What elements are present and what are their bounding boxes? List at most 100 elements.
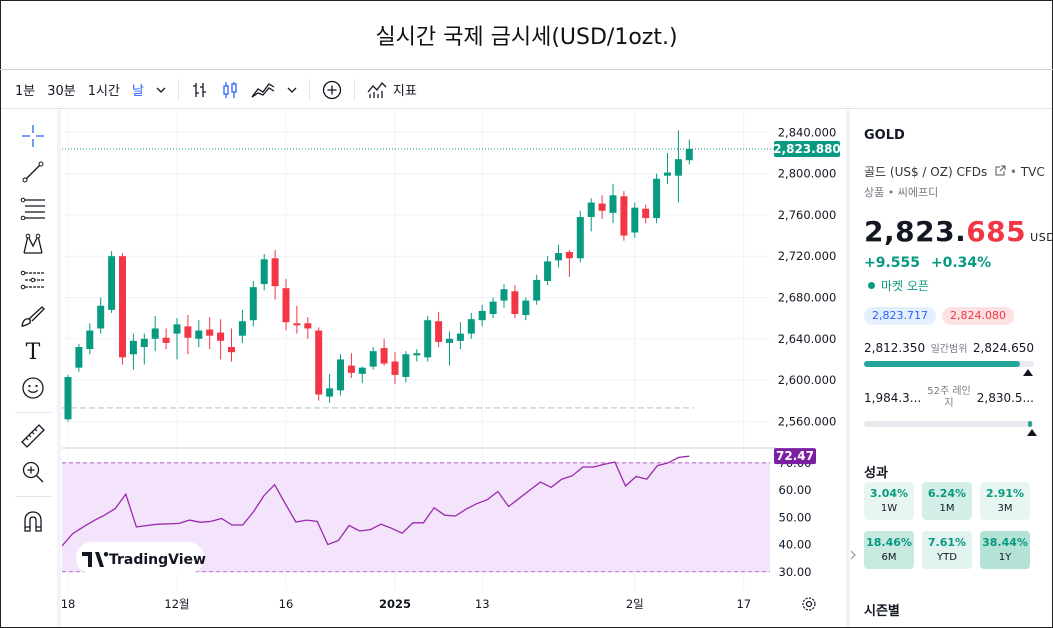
candle-body [587, 202, 595, 217]
crosshair-tool[interactable] [19, 122, 47, 150]
candle-body [206, 329, 214, 336]
performance-cell-3m[interactable]: 2.91% 3M [980, 482, 1030, 520]
area-chart-type-button[interactable] [245, 71, 281, 109]
day-range-row: 2,812.350 일간범위 2,824.650 [864, 340, 1034, 356]
candle [119, 253, 126, 365]
performance-cell-1y[interactable]: 38.44% 1Y [980, 531, 1030, 569]
candle [544, 256, 552, 286]
candle-body [598, 203, 606, 211]
performance-cell-1m[interactable]: 6.24% 1M [922, 482, 972, 520]
candle [140, 333, 148, 365]
candle-body [140, 338, 148, 348]
performance-cell-1w[interactable]: 3.04% 1W [864, 482, 914, 520]
trend-line-icon [22, 161, 44, 183]
fib-lines-tool[interactable] [19, 194, 47, 222]
candle-body [555, 253, 562, 261]
candle-body [369, 351, 377, 367]
candle [249, 280, 257, 327]
rsi-axis-tick: 60.00 [779, 483, 812, 497]
panel-collapse-handle[interactable] [850, 540, 856, 570]
trend-line-tool[interactable] [19, 158, 47, 186]
compare-symbol-button[interactable] [316, 71, 348, 109]
day-range-marker-icon [1023, 369, 1034, 376]
candle [674, 130, 682, 203]
chart-area[interactable]: 2,840.000 2,800.000 2,760.000 2,720.000 2,68… [61, 110, 846, 627]
candle [555, 244, 562, 268]
price-axis-tick: 2,840.000 [778, 125, 837, 139]
emoji-tool[interactable] [19, 374, 47, 402]
candle [238, 309, 246, 343]
week52-range-label: 52주 레인지 [927, 386, 971, 409]
price-change: +9.555 +0.34% [864, 255, 991, 271]
candle-body [195, 330, 203, 339]
pattern-tool[interactable] [19, 230, 47, 258]
time-axis-tick: 17 [736, 597, 751, 611]
toolbar-divider [177, 78, 179, 101]
candle [108, 251, 116, 313]
candle-body [129, 340, 137, 355]
change-percent: +0.34% [930, 255, 992, 271]
candle-body [217, 332, 225, 341]
candle [522, 297, 530, 321]
market-open-dot-icon [868, 282, 875, 289]
rsi-value-tag-bg [774, 448, 816, 465]
candle [565, 250, 573, 277]
brush-tool[interactable] [19, 302, 47, 330]
candle-body [293, 323, 301, 326]
toolbar-divider [15, 412, 51, 413]
external-link-icon[interactable] [994, 165, 1006, 177]
candle-body [119, 256, 126, 358]
interval-30m[interactable]: 30분 [47, 84, 76, 99]
zoom-tool[interactable] [19, 458, 47, 486]
indicators-button[interactable]: 지표 [361, 71, 423, 109]
interval-day[interactable]: 날 [131, 84, 144, 99]
ruler-tool[interactable] [19, 422, 47, 450]
performance-value: 7.61% [927, 536, 967, 549]
candle [326, 373, 334, 403]
projection-tool[interactable] [19, 266, 47, 294]
candle [151, 316, 159, 352]
candle-chart-type-button[interactable] [215, 71, 245, 109]
chart-settings-button[interactable] [802, 597, 816, 611]
performance-period: 1W [880, 503, 898, 514]
candle-body [544, 261, 552, 281]
candle [402, 351, 410, 383]
text-tool[interactable]: T [19, 338, 47, 366]
candle [642, 204, 650, 224]
pattern-icon [23, 233, 43, 254]
candle-body [86, 330, 94, 350]
candle [369, 347, 377, 370]
candle [609, 183, 617, 224]
week52-high: 2,830.5... [976, 391, 1034, 405]
fib-lines-icon [20, 197, 45, 220]
symbol-info-panel: GOLD 골드 (US$ / OZ) CFDs • TVC 상품 • 씨에프디 … [846, 110, 1052, 627]
performance-title: 성과 [864, 466, 888, 481]
interval-1m[interactable]: 1분 [15, 84, 36, 99]
performance-cell-ytd[interactable]: 7.61% YTD [922, 531, 972, 569]
candle-body [685, 148, 693, 161]
candle-body [326, 388, 334, 397]
chart-type-dropdown[interactable] [281, 71, 303, 109]
candle-body [511, 291, 519, 314]
interval-dropdown[interactable] [150, 71, 172, 109]
candle-body [631, 207, 639, 233]
last-price-tag-text: 2,823.880 [773, 142, 841, 156]
tradingview-watermark[interactable]: TradingView [76, 542, 206, 574]
interval-1h[interactable]: 1시간 [87, 84, 120, 99]
magnet-icon [24, 511, 42, 532]
chart-canvas[interactable]: 2,840.000 2,800.000 2,760.000 2,720.000 2,68… [61, 110, 846, 627]
current-price-main: 2,823. [864, 215, 967, 248]
rsi-axis-tick: 40.00 [779, 538, 812, 552]
symbol-description: 골드 (US$ / OZ) CFDs • TVC [864, 165, 1045, 179]
magnet-tool[interactable] [19, 507, 47, 535]
candle [304, 317, 312, 339]
day-low: 2,812.350 [864, 340, 926, 355]
time-axis-tick: 16 [279, 597, 294, 611]
text-icon: T [25, 339, 41, 365]
performance-value: 2.91% [985, 487, 1025, 500]
performance-cell-6m[interactable]: 18.46% 6M [864, 531, 914, 569]
bar-chart-type-button[interactable] [185, 71, 215, 109]
candle-body [674, 159, 682, 176]
toolbar-divider [353, 78, 355, 101]
current-price-highlight: 685 [966, 215, 1027, 248]
